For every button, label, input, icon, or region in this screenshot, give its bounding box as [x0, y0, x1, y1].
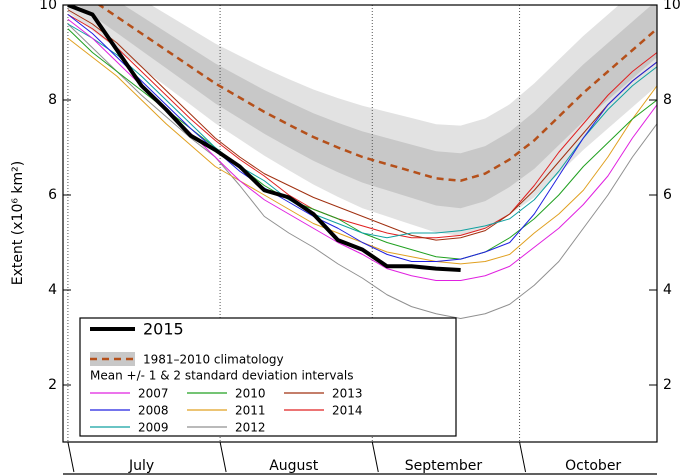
std-band: [77, 5, 657, 209]
legend-label: 2015: [143, 320, 184, 339]
x-tick-label: July: [128, 458, 154, 474]
y-tick-label: 6: [663, 187, 672, 203]
y-tick-label: 6: [48, 187, 57, 203]
legend-label: 2007: [138, 387, 169, 401]
legend-label: 1981–2010 climatology: [143, 353, 284, 367]
legend-band-swatch: [90, 352, 135, 366]
legend-label: 2013: [332, 387, 363, 401]
x-tick-label: October: [565, 458, 621, 474]
legend-label: 2012: [235, 421, 266, 435]
plot-frame: [62, 4, 658, 443]
y-tick-label: 2: [663, 377, 672, 393]
plot-area: [67, 5, 657, 442]
series-line: [67, 9, 657, 241]
x-tick-label: September: [405, 458, 483, 474]
legend-label: 2011: [235, 404, 266, 418]
series-line: [67, 5, 461, 273]
series-line: [67, 14, 657, 262]
y-axis-label: Extent (x10⁶ km²): [10, 161, 26, 286]
legend-label: 2010: [235, 387, 266, 401]
legend-label: Mean +/- 1 & 2 standard deviation interv…: [90, 369, 353, 383]
y-tick-label: 4: [48, 282, 57, 298]
legend-box: [79, 317, 457, 437]
y-tick-label: 10: [663, 0, 681, 13]
y-tick-label: 2: [48, 377, 57, 393]
legend-label: 2008: [138, 404, 169, 418]
series-line: [67, 14, 657, 239]
y-tick-label: 10: [39, 0, 57, 13]
legend-label: 2009: [138, 421, 169, 435]
month-tick: [67, 441, 75, 473]
x-tick-label: August: [269, 458, 319, 474]
legend-label: 2014: [332, 404, 363, 418]
series-line: [67, 23, 657, 319]
climatology-line: [97, 5, 657, 183]
series-line: [67, 23, 657, 239]
y-tick-label: 4: [663, 282, 672, 298]
month-tick: [519, 441, 527, 473]
month-tick: [219, 441, 227, 473]
month-tick: [371, 441, 379, 473]
y-tick-label: 8: [48, 92, 57, 108]
y-tick-label: 8: [663, 92, 672, 108]
